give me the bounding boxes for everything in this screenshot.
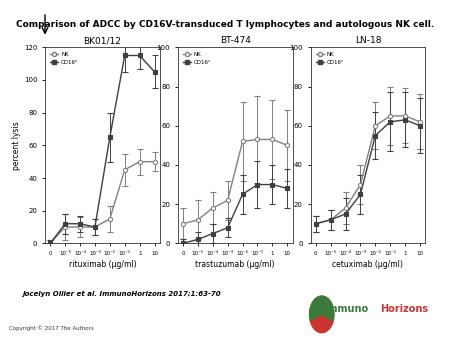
Legend: NK, CD16ᵛ: NK, CD16ᵛ [180,50,213,67]
Text: Horizons: Horizons [380,304,428,314]
Text: Immuno: Immuno [324,304,368,314]
Title: BT-474: BT-474 [220,36,251,45]
Title: BK01/12: BK01/12 [83,36,122,45]
Circle shape [310,296,334,333]
Wedge shape [310,314,333,333]
X-axis label: cetuximab (µg/ml): cetuximab (µg/ml) [333,260,403,269]
Title: LN-18: LN-18 [355,36,381,45]
Legend: NK, CD16ᵛ: NK, CD16ᵛ [48,50,81,67]
Text: Copyright © 2017 The Authors: Copyright © 2017 The Authors [9,325,94,331]
Wedge shape [310,296,334,320]
Y-axis label: percent lysis: percent lysis [12,121,21,170]
Legend: NK, CD16ᵛ: NK, CD16ᵛ [313,50,346,67]
Text: Jocelyn Ollier et al. ImmunoHorizons 2017;1:63-70: Jocelyn Ollier et al. ImmunoHorizons 201… [22,291,221,297]
X-axis label: trastuzumab (µg/ml): trastuzumab (µg/ml) [195,260,275,269]
X-axis label: rituximab (µg/ml): rituximab (µg/ml) [68,260,136,269]
Text: Comparison of ADCC by CD16V-transduced T lymphocytes and autologous NK cell.: Comparison of ADCC by CD16V-transduced T… [16,20,434,29]
